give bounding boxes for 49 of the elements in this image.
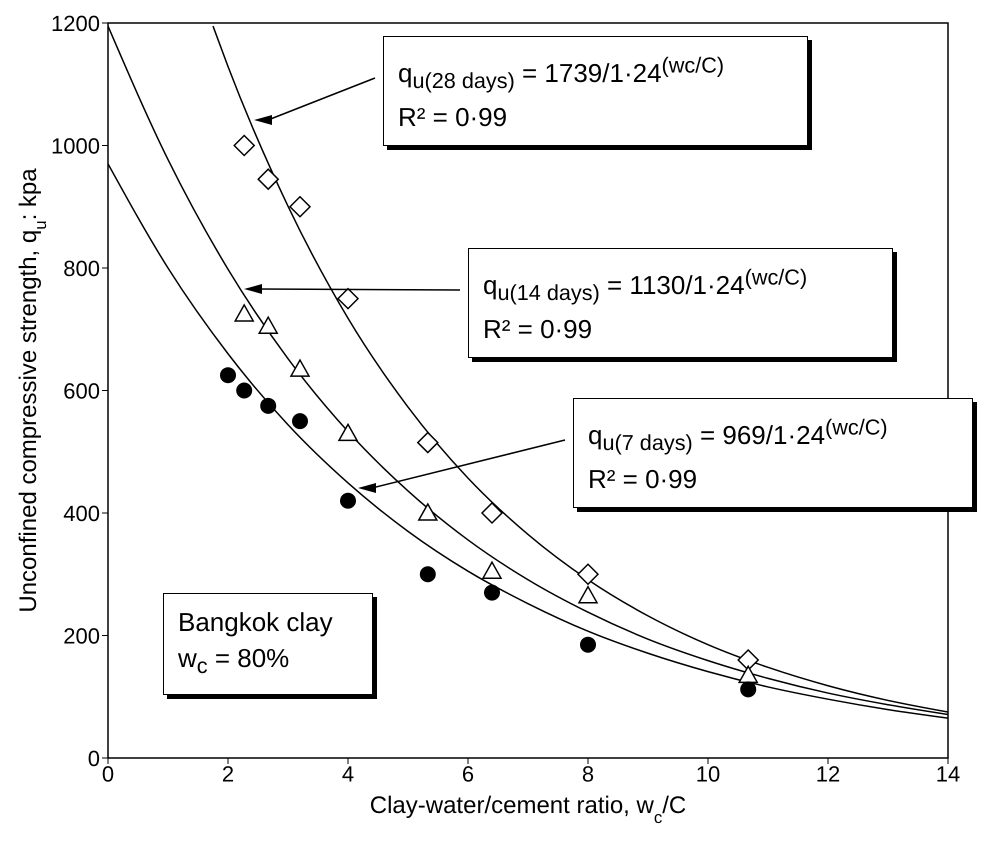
point [420, 566, 436, 582]
line-series [108, 163, 948, 719]
point [257, 168, 279, 190]
point [481, 502, 503, 524]
point [258, 316, 278, 334]
y-tick-label: 600 [63, 378, 100, 404]
y-tick-label: 200 [63, 623, 100, 648]
point [234, 304, 254, 322]
x-tick-label: 4 [342, 762, 354, 787]
point [738, 666, 758, 684]
point [580, 636, 596, 653]
point [418, 503, 438, 521]
point [484, 584, 500, 601]
point [740, 681, 756, 698]
point [340, 492, 356, 509]
point [260, 398, 276, 414]
point [578, 586, 598, 604]
annotation: q$_{u(7 days)}$ = 969/1·24$^{(wc/C)}$ [588, 414, 888, 455]
point [338, 424, 358, 442]
y-tick-label: 800 [63, 256, 100, 281]
y-tick-label: 1000 [51, 133, 100, 158]
annotation: q$_{u(28 days)}$ = 1739/1·24$^{(wc/C)}$ [398, 52, 724, 93]
point [236, 382, 252, 398]
x-tick-label: 6 [462, 762, 474, 787]
point [577, 564, 599, 585]
y-tick-label: 0 [88, 746, 100, 771]
x-tick-label: 8 [582, 762, 594, 787]
point [737, 649, 759, 671]
x-tick-label: 12 [816, 762, 840, 787]
annotation: R² = 0·99 [588, 464, 698, 494]
annotation: Bangkok clay [178, 607, 333, 637]
y-tick-label: 400 [63, 500, 100, 526]
annotation: w$_{c}$ = 80% [178, 643, 290, 678]
point [417, 432, 439, 454]
point [289, 196, 311, 218]
x-tick-label: 2 [222, 762, 234, 787]
y-tick-label: 1200 [51, 10, 100, 36]
point [233, 134, 255, 156]
annotation: R² = 0·99 [483, 314, 592, 344]
point [290, 359, 310, 377]
annotation: q$_{u(14 days)}$ = 1130/1·24$^{(wc/C)}$ [483, 264, 808, 305]
point [482, 561, 502, 579]
point [292, 413, 308, 430]
x-tick-label: 10 [696, 762, 720, 787]
annotation: R² = 0·99 [398, 102, 508, 132]
point [220, 367, 236, 384]
x-tick-label: 14 [936, 762, 960, 787]
x-axis-title: Clay-water/cement ratio, w$_{c}$/C [370, 792, 686, 826]
point [337, 288, 359, 310]
